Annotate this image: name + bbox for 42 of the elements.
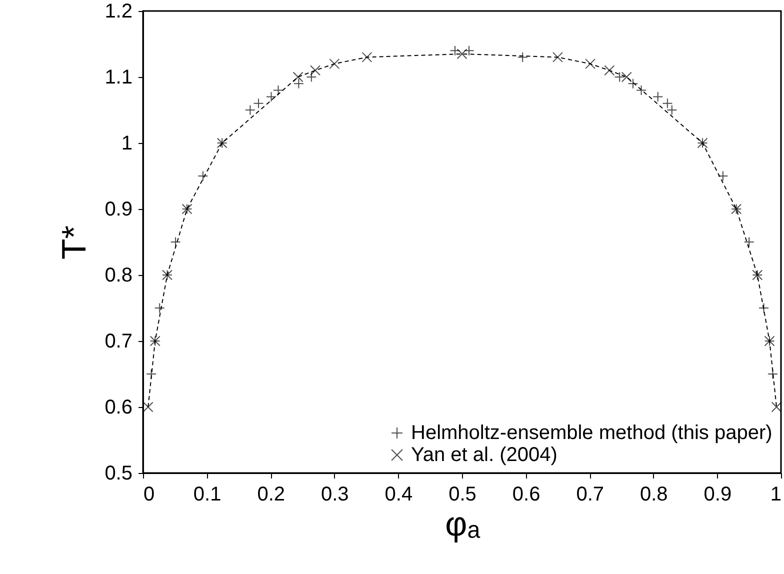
point [292, 72, 304, 82]
point [450, 45, 460, 56]
point [293, 78, 304, 89]
y-tick-label: 1.2 [104, 0, 132, 22]
x-tick-label: 0.5 [448, 484, 476, 506]
point [621, 72, 632, 82]
y-tick-label: 1.1 [104, 66, 132, 88]
point [771, 402, 782, 412]
legend-label: Yan et al. (2004) [411, 444, 558, 466]
y-tick-label: 0.7 [104, 330, 132, 352]
x-tick-label: 0.9 [704, 484, 732, 506]
x-tick-label: 0.3 [320, 484, 349, 506]
point [552, 52, 563, 62]
y-tick-label: 0.9 [104, 198, 132, 220]
y-axis-title: T* [56, 226, 94, 260]
legend-label: Helmholtz-ensemble method (this paper) [411, 422, 772, 444]
y-tick-label: 0.8 [104, 264, 132, 286]
x-tick-label: 0.4 [384, 484, 413, 506]
point [329, 58, 340, 70]
x-axis-title: φₐ [445, 506, 480, 544]
x-tick-label: 0.2 [257, 484, 286, 506]
point [652, 92, 664, 102]
point [628, 78, 638, 89]
x-tick-label: 0.8 [640, 484, 668, 506]
point [362, 52, 372, 62]
point [266, 92, 276, 102]
point [142, 402, 154, 412]
x-tick-label: 1 [770, 484, 782, 506]
point [253, 98, 264, 109]
point [273, 84, 284, 96]
x-tick-label: 0.7 [576, 484, 604, 506]
point [604, 65, 615, 76]
x-tick-label: 0 [144, 484, 155, 506]
y-tick-label: 0.5 [104, 462, 132, 484]
point [584, 58, 596, 70]
y-tick-label: 0.6 [104, 396, 132, 418]
point [636, 84, 647, 96]
point [310, 65, 321, 76]
point [517, 52, 528, 62]
y-tick-label: 1 [121, 132, 132, 154]
x-tick-label: 0.1 [193, 484, 222, 506]
x-tick-label: 0.6 [512, 484, 540, 506]
